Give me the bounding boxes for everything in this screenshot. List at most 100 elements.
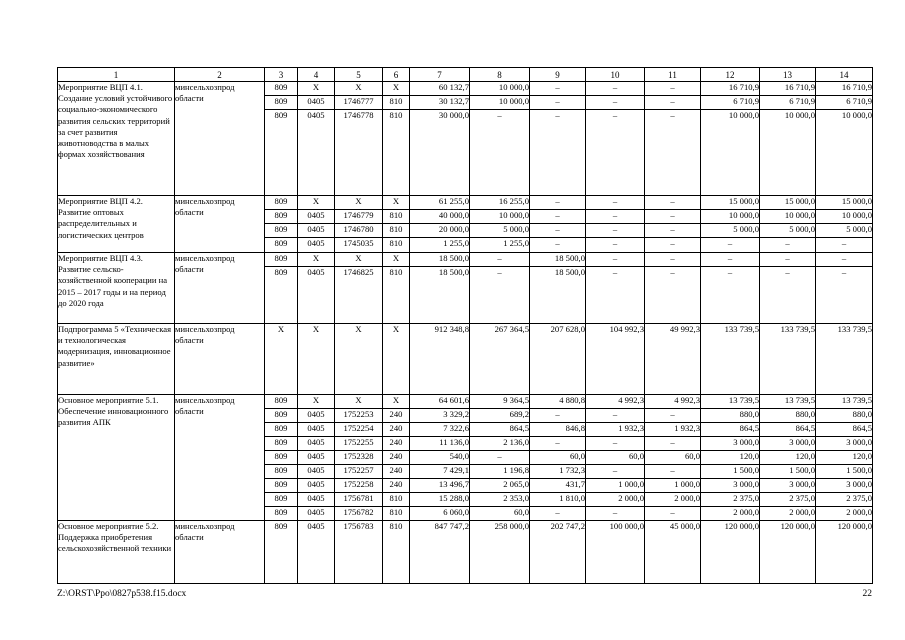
executor-cell: минсельхозпрод области [174,394,265,521]
budget-code-cell: 809 [264,520,298,584]
executor-cell: минсельхозпрод области [174,520,265,584]
amount-cell: 16 710,9 [815,81,873,96]
amount-cell: 120 000,0 [815,520,873,584]
amount-cell: 10 000,0 [759,209,816,224]
amount-cell: – [585,209,645,224]
budget-code-cell: 809 [264,450,298,465]
amount-cell: 60,0 [529,450,586,465]
amount-cell: 5 000,0 [815,223,873,238]
amount-cell: 1 932,3 [585,422,645,437]
amount-cell: – [585,408,645,423]
budget-code-cell: 809 [264,436,298,451]
amount-cell: 61 255,0 [409,195,470,210]
amount-cell: – [585,195,645,210]
program-name-cell: Мероприятие ВЦП 4.2. Развитие оптовых ра… [57,195,175,253]
budget-code-cell: X [334,394,383,409]
budget-code-cell: 1756781 [334,492,383,507]
amount-cell: 3 000,0 [700,478,760,493]
program-name-cell: Подпрограмма 5 «Техническая и технологич… [57,323,175,395]
budget-code-cell: X [334,252,383,267]
budget-code-cell: X [297,81,335,96]
executor-cell: минсельхозпрод области [174,252,265,324]
amount-cell: – [469,109,530,196]
amount-cell: 880,0 [815,408,873,423]
budget-code-cell: 809 [264,464,298,479]
amount-cell: 912 348,8 [409,323,470,395]
budget-code-cell: 810 [382,520,410,584]
column-header: 3 [264,67,298,82]
budget-code-cell: 1752328 [334,450,383,465]
amount-cell: 49 992,3 [644,323,701,395]
amount-cell: 1 500,0 [815,464,873,479]
amount-cell: – [815,252,873,267]
budget-code-cell: X [382,323,410,395]
amount-cell: 3 000,0 [759,436,816,451]
amount-cell: 880,0 [759,408,816,423]
amount-cell: 1 196,8 [469,464,530,479]
budget-code-cell: 809 [264,223,298,238]
amount-cell: 540,0 [409,450,470,465]
table-row: Основное мероприятие 5.2. Поддержка прио… [57,520,873,584]
footer: Z:\ORST\Ppo\0827p538.f15.docx 22 [57,588,872,600]
amount-cell: – [644,195,701,210]
budget-code-cell: 1752255 [334,436,383,451]
amount-cell: 2 375,0 [759,492,816,507]
amount-cell: 133 739,5 [759,323,816,395]
budget-code-cell: 809 [264,478,298,493]
amount-cell: – [529,109,586,196]
amount-cell: – [759,252,816,267]
budget-code-cell: 240 [382,450,410,465]
amount-cell: 2 000,0 [700,506,760,521]
budget-code-cell: 240 [382,436,410,451]
amount-cell: – [759,266,816,324]
amount-cell: 2 000,0 [759,506,816,521]
amount-cell: 267 364,5 [469,323,530,395]
amount-cell: 120 000,0 [700,520,760,584]
amount-cell: 9 364,5 [469,394,530,409]
executor-cell: минсельхозпрод области [174,195,265,253]
amount-cell: – [644,237,701,253]
table-row: 809 0405 1746778 810 30 000,0– – – –10 000,0 10 … [58,109,873,196]
amount-cell: – [644,109,701,196]
amount-cell: 60,0 [469,506,530,521]
amount-cell: 3 329,2 [409,408,470,423]
budget-code-cell: 0405 [297,506,335,521]
amount-cell: 2 136,0 [469,436,530,451]
amount-cell: – [644,223,701,238]
column-header: 4 [297,67,335,82]
budget-code-cell: X [334,81,383,96]
table-row: Мероприятие ВЦП 4.1. Создание условий ус… [57,81,873,196]
budget-code-cell: 809 [264,506,298,521]
table-row: Основное мероприятие 5.1. Обеспечение ин… [57,394,873,521]
column-header: 13 [759,67,816,82]
column-header: 9 [529,67,586,82]
amount-cell: 864,5 [815,422,873,437]
amount-cell: – [529,223,586,238]
budget-code-cell: X [297,252,335,267]
amount-cell: – [469,450,530,465]
amount-cell: 40 000,0 [409,209,470,224]
amount-cell: 3 000,0 [815,436,873,451]
amount-cell: 2 375,0 [815,492,873,507]
amount-cell: 15 000,0 [815,195,873,210]
budget-code-cell: 810 [382,223,410,238]
budget-code-cell: 240 [382,408,410,423]
financing-table: 1 2 3 4 5 6 7 8 9 10 11 12 13 14 Мероприятие ВЦП 4.1.… [57,67,873,584]
budget-code-cell: 1752258 [334,478,383,493]
amount-cell: 15 000,0 [759,195,816,210]
budget-code-cell: 0405 [297,223,335,238]
budget-code-cell: X [382,81,410,96]
column-header: 12 [700,67,760,82]
amount-cell: 2 065,0 [469,478,530,493]
budget-code-cell: X [264,323,298,395]
amount-cell: 60,0 [585,450,645,465]
column-header: 14 [815,67,873,82]
budget-code-cell: 1752254 [334,422,383,437]
amount-cell: 864,5 [700,422,760,437]
amount-cell: 20 000,0 [409,223,470,238]
column-header: 11 [644,67,701,82]
budget-code-cell: 1746778 [334,109,383,196]
executor-cell: минсельхозпрод области [174,323,265,395]
budget-code-cell: 809 [264,394,298,409]
table-row: 809 0405 1752257 240 7 429,1 1 196,8 1 732,3– –… [58,464,873,479]
